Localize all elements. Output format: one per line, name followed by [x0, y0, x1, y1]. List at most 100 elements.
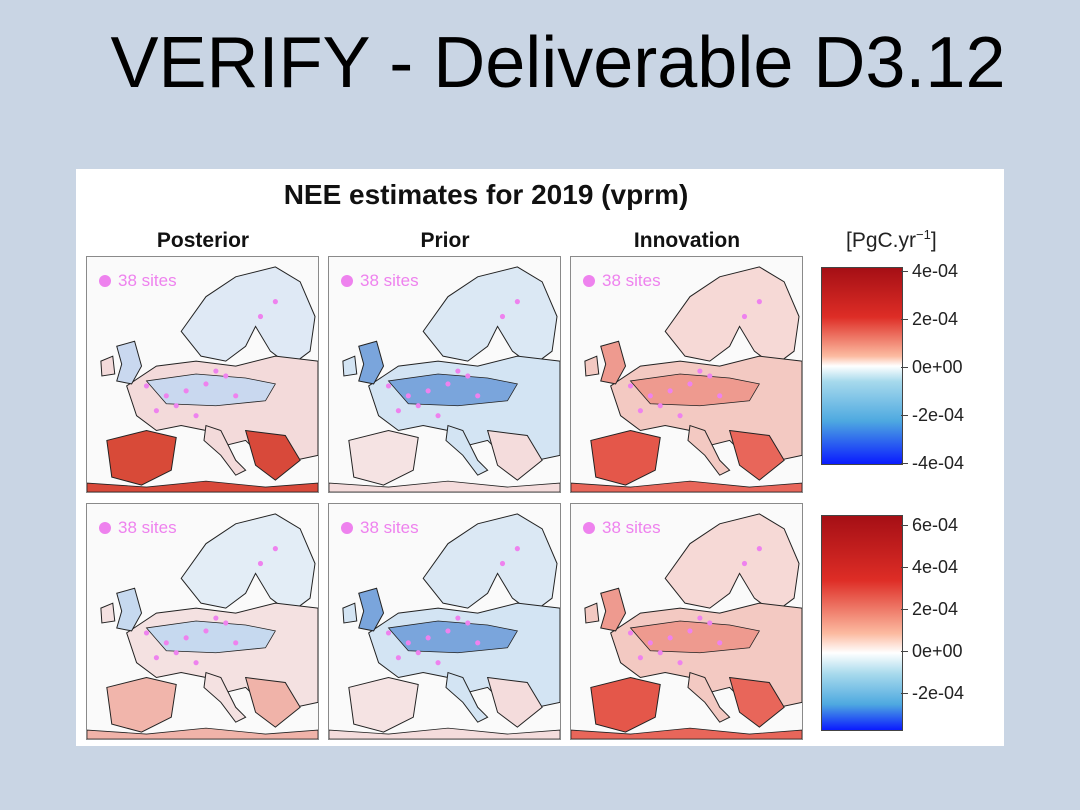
site-marker [385, 383, 392, 389]
site-marker [183, 635, 189, 641]
sites-count: 38 sites [360, 518, 419, 537]
site-marker [717, 393, 723, 399]
colorbar-bottom [821, 515, 903, 731]
europe-map [329, 266, 560, 492]
sites-label: 38 sites [583, 271, 661, 291]
site-marker [405, 640, 411, 646]
cbar-top-tick: -4e-04 [901, 453, 964, 474]
slide-title: VERIFY - Deliverable D3.12 [110, 23, 1006, 103]
sites-count: 38 sites [602, 518, 661, 537]
site-dot-icon [583, 522, 595, 534]
cbar-bottom-tick: 4e-04 [901, 557, 958, 578]
site-marker [233, 393, 239, 399]
site-marker [233, 640, 239, 646]
site-marker [637, 408, 643, 414]
site-marker [677, 660, 683, 666]
site-marker [395, 408, 401, 414]
site-marker [143, 630, 150, 636]
site-marker [143, 383, 150, 389]
site-marker [257, 560, 264, 567]
site-dot-icon [341, 275, 353, 287]
site-marker [455, 615, 461, 621]
nee-figure: NEE estimates for 2019 (vprm) Posterior … [76, 169, 1004, 746]
map-prior-row2: 38 sites [328, 503, 561, 740]
site-marker [697, 615, 703, 621]
site-marker [425, 388, 431, 394]
cbar-top-tick: 0e+00 [901, 357, 963, 378]
site-marker [637, 655, 643, 661]
sites-count: 38 sites [602, 271, 661, 290]
site-marker [213, 368, 219, 374]
site-marker [627, 383, 634, 389]
site-marker [455, 368, 461, 374]
site-marker [163, 393, 169, 399]
cbar-bottom-tick: 0e+00 [901, 641, 963, 662]
sites-count: 38 sites [118, 518, 177, 537]
site-marker [707, 620, 713, 626]
site-marker [465, 373, 471, 379]
site-marker [193, 413, 199, 419]
site-marker [717, 640, 723, 646]
europe-map [571, 513, 802, 739]
map-posterior-row2: 38 sites [86, 503, 319, 740]
site-marker [183, 388, 189, 394]
sites-count: 38 sites [360, 271, 419, 290]
site-marker [213, 615, 219, 621]
site-marker [514, 299, 520, 305]
column-prior: Prior [420, 229, 470, 252]
site-marker [667, 635, 673, 641]
site-marker [445, 381, 451, 387]
site-marker [647, 640, 653, 646]
site-marker [465, 620, 471, 626]
sites-label: 38 sites [341, 271, 419, 291]
map-innovation-row1: 38 sites [570, 256, 803, 493]
site-marker [173, 403, 179, 409]
europe-map [329, 513, 560, 739]
map-prior-row1: 38 sites [328, 256, 561, 493]
site-marker [667, 388, 673, 394]
unit-label: [PgC.yr−1] [846, 227, 937, 252]
site-marker [425, 635, 431, 641]
colorbar-top [821, 267, 903, 465]
site-marker [395, 655, 401, 661]
figure-title: NEE estimates for 2019 (vprm) [283, 179, 689, 210]
site-marker [657, 650, 663, 656]
column-posterior: Posterior [156, 229, 250, 252]
site-marker [756, 299, 762, 305]
site-marker [475, 640, 481, 646]
map-posterior-row1: 38 sites [86, 256, 319, 493]
site-dot-icon [99, 275, 111, 287]
site-marker [687, 628, 693, 634]
site-marker [435, 413, 441, 419]
site-marker [193, 660, 199, 666]
site-marker [223, 373, 229, 379]
site-marker [445, 628, 451, 634]
cbar-bottom-tick: -2e-04 [901, 683, 964, 704]
site-marker [203, 628, 209, 634]
site-marker [435, 660, 441, 666]
site-marker [203, 381, 209, 387]
site-marker [415, 403, 421, 409]
site-marker [223, 620, 229, 626]
site-dot-icon [99, 522, 111, 534]
site-marker [677, 413, 683, 419]
site-marker [741, 313, 748, 320]
site-marker [707, 373, 713, 379]
site-marker [272, 299, 278, 305]
site-marker [756, 546, 762, 552]
site-marker [499, 560, 506, 567]
site-marker [687, 381, 693, 387]
site-dot-icon [341, 522, 353, 534]
cbar-bottom-tick: 6e-04 [901, 515, 958, 536]
cbar-top-tick: -2e-04 [901, 405, 964, 426]
sites-label: 38 sites [99, 271, 177, 291]
site-marker [475, 393, 481, 399]
map-innovation-row2: 38 sites [570, 503, 803, 740]
site-dot-icon [583, 275, 595, 287]
site-marker [514, 546, 520, 552]
site-marker [272, 546, 278, 552]
site-marker [499, 313, 506, 320]
site-marker [257, 313, 264, 320]
site-marker [657, 403, 663, 409]
site-marker [697, 368, 703, 374]
